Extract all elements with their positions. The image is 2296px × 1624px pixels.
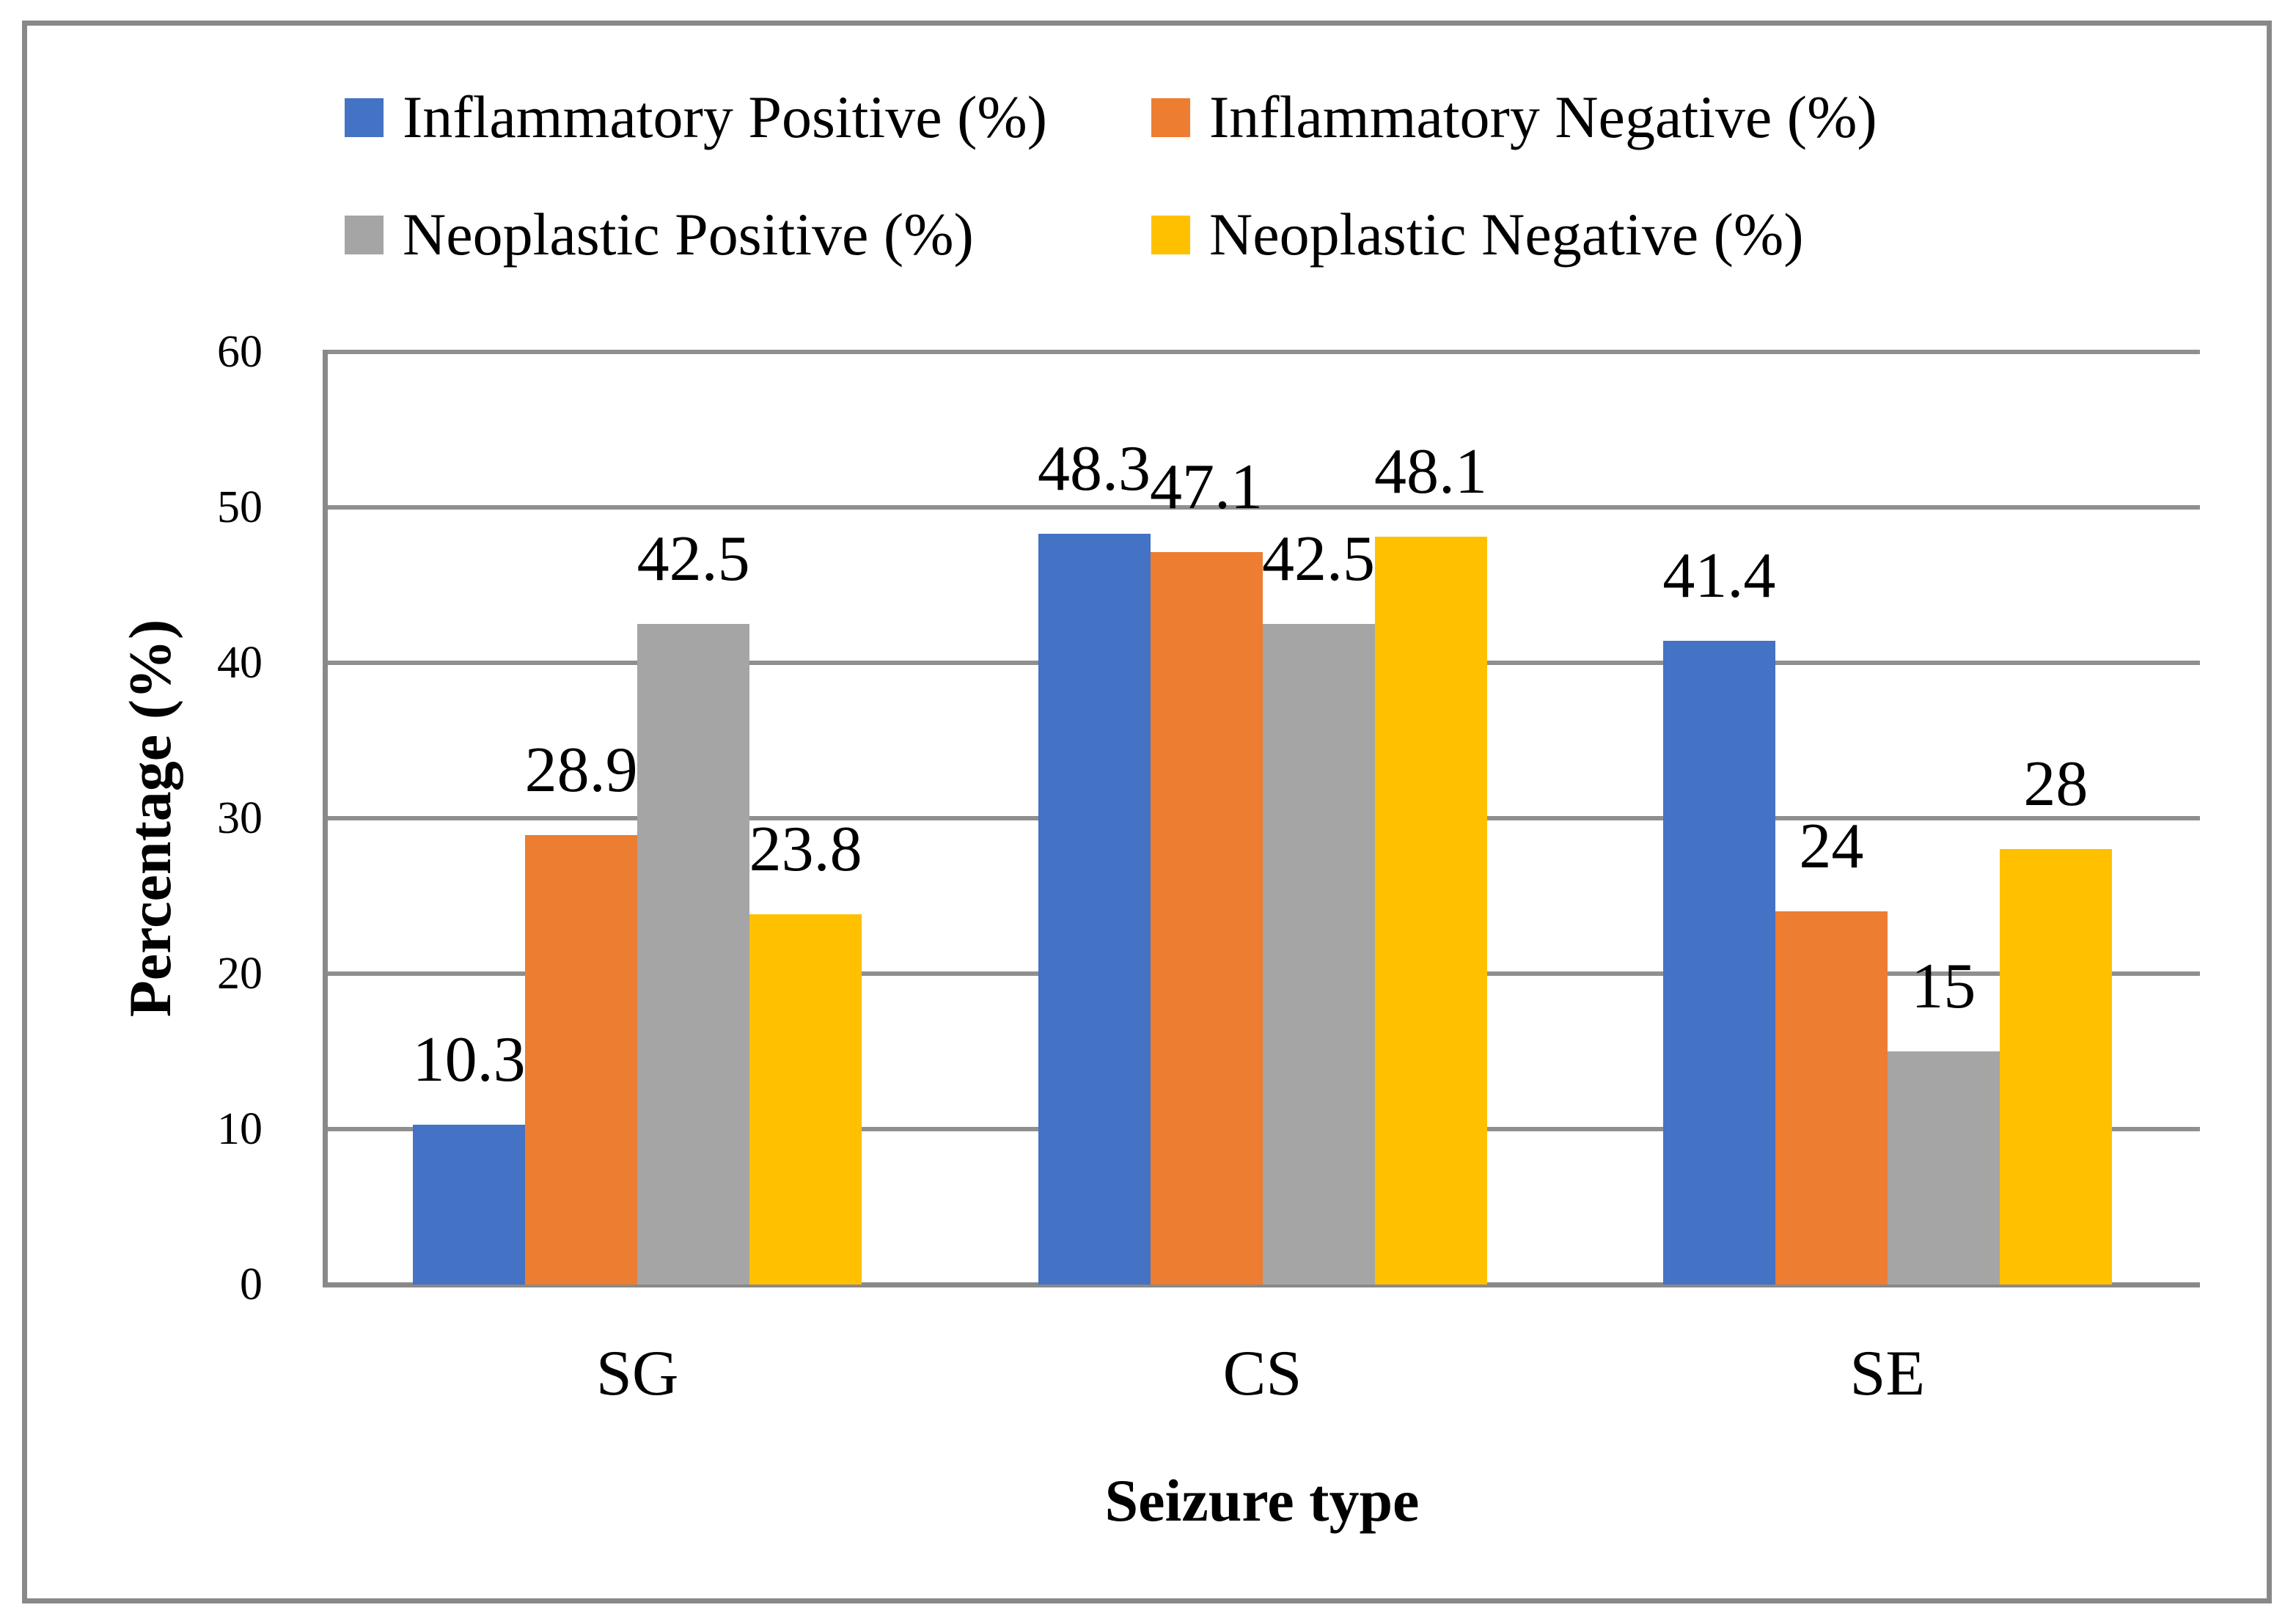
legend-swatch-inflammatory-positive — [345, 98, 384, 137]
category-label-se: SE — [1849, 1338, 1926, 1409]
category-label-sg: SG — [595, 1338, 679, 1409]
data-label: 42.5 — [637, 523, 750, 595]
data-label: 23.8 — [749, 814, 862, 886]
y-tick-label: 20 — [217, 949, 263, 999]
y-tick-label: 0 — [240, 1260, 263, 1309]
bar-cs-series2 — [1262, 624, 1375, 1285]
data-label: 28.9 — [524, 735, 638, 807]
data-label: 48.3 — [1038, 433, 1151, 505]
legend-item: Inflammatory Negative (%) — [1151, 87, 1877, 148]
legend-swatch-neoplastic-positive — [345, 215, 384, 254]
legend-label: Inflammatory Positive (%) — [403, 84, 1048, 150]
y-tick-label: 10 — [217, 1104, 263, 1154]
legend-item: Inflammatory Positive (%) — [345, 87, 1047, 148]
bar-cs-series3 — [1374, 537, 1487, 1285]
x-axis-title: Seizure type — [1104, 1467, 1420, 1534]
x-axis-line — [323, 1282, 2200, 1287]
y-tick-label: 50 — [217, 482, 263, 532]
bar-cs-series1 — [1150, 552, 1263, 1285]
bar-sg-series2 — [637, 624, 750, 1285]
data-label: 41.4 — [1662, 540, 1776, 612]
legend-label: Inflammatory Negative (%) — [1209, 84, 1877, 150]
bar-cs-series0 — [1038, 534, 1151, 1285]
bar-sg-series1 — [525, 835, 638, 1285]
y-tick-label: 40 — [217, 638, 263, 688]
bar-se-series0 — [1662, 641, 1775, 1285]
y-axis-line — [323, 350, 328, 1287]
gridline — [325, 350, 2200, 354]
y-tick-label: 30 — [217, 793, 263, 843]
legend-item: Neoplastic Positive (%) — [345, 204, 974, 265]
data-label: 24 — [1799, 811, 1864, 883]
legend-label: Neoplastic Negative (%) — [1209, 201, 1804, 268]
data-label: 48.1 — [1374, 436, 1487, 508]
y-tick-label: 60 — [217, 327, 263, 377]
data-label: 42.5 — [1262, 523, 1375, 595]
legend-swatch-neoplastic-negative — [1151, 215, 1190, 254]
data-label: 15 — [1911, 951, 1976, 1022]
gridline — [325, 505, 2200, 510]
category-label-cs: CS — [1222, 1338, 1302, 1409]
bar-se-series3 — [1999, 849, 2112, 1285]
bar-se-series1 — [1775, 911, 1888, 1285]
data-label: 47.1 — [1150, 452, 1263, 523]
legend-label: Neoplastic Positive (%) — [403, 201, 974, 268]
legend-item: Neoplastic Negative (%) — [1151, 204, 1804, 265]
data-label: 28 — [2023, 749, 2088, 820]
legend-swatch-inflammatory-negative — [1151, 98, 1190, 137]
bar-sg-series3 — [749, 914, 862, 1285]
data-label: 10.3 — [412, 1024, 526, 1095]
bar-se-series2 — [1887, 1051, 2000, 1285]
bar-sg-series0 — [413, 1124, 526, 1285]
